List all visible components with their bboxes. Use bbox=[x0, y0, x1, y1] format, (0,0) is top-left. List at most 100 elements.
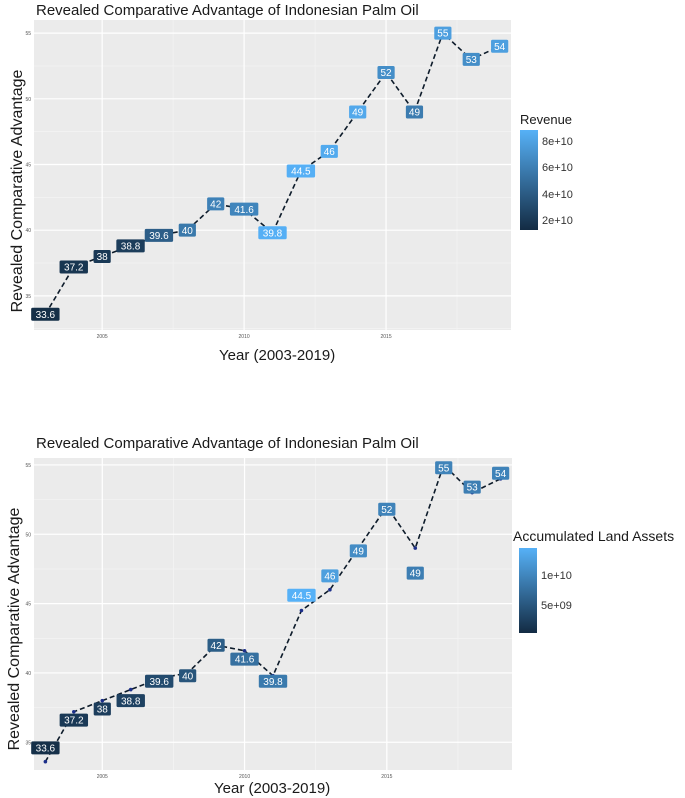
chart2-data-label: 46 bbox=[321, 569, 339, 583]
chart1-y-tick-label: 40 bbox=[25, 228, 31, 234]
chart1-data-label-text: 46 bbox=[324, 147, 336, 158]
chart1-data-label: 39.6 bbox=[144, 228, 174, 242]
chart1-data-label-text: 38 bbox=[97, 252, 109, 263]
chart1-data-label: 33.6 bbox=[31, 307, 60, 321]
chart2-data-label-text: 38.8 bbox=[121, 696, 141, 707]
chart2-data-label-text: 38 bbox=[97, 705, 109, 716]
chart1-data-label-text: 55 bbox=[437, 29, 449, 40]
chart2-data-point bbox=[128, 687, 133, 692]
chart1-data-label: 46 bbox=[320, 144, 338, 158]
chart2-y-tick-label: 50 bbox=[25, 532, 31, 538]
chart2-plot-panel bbox=[34, 458, 512, 770]
chart2-data-label-text: 41.6 bbox=[235, 655, 255, 666]
chart1-data-label-box bbox=[405, 105, 424, 119]
chart1-data-label-box bbox=[462, 52, 480, 66]
chart2-data-label: 53 bbox=[463, 480, 481, 494]
chart1-data-label-box bbox=[59, 260, 88, 274]
chart2-data-label: 54 bbox=[492, 466, 510, 480]
chart1-plot-panel bbox=[34, 20, 511, 330]
chart1-data-label: 49 bbox=[349, 105, 367, 119]
chart1-data-label-box bbox=[116, 239, 145, 253]
chart2-data-label: 38.8 bbox=[116, 694, 145, 708]
chart2-data-label: 42 bbox=[207, 638, 225, 652]
chart1-data-label: 42 bbox=[207, 197, 225, 211]
chart1-y-tick-label: 35 bbox=[25, 294, 31, 300]
chart1-data-label: 37.2 bbox=[59, 260, 88, 274]
chart1-data-label-box bbox=[93, 249, 111, 263]
chart2-data-label-box bbox=[378, 502, 396, 516]
chart2-data-label: 41.6 bbox=[230, 652, 259, 666]
chart1-data-label-text: 39.6 bbox=[149, 231, 169, 242]
chart1-data-label-text: 49 bbox=[352, 108, 364, 119]
chart2-data-label-box bbox=[116, 694, 145, 708]
chart2-data-label-box bbox=[406, 566, 424, 580]
chart2-title: Revealed Comparative Advantage of Indone… bbox=[36, 435, 419, 452]
chart1-x-axis-label: Year (2003-2019) bbox=[219, 347, 336, 364]
chart1-data-label: 44.5 bbox=[286, 164, 316, 178]
chart2-data-label-text: 42 bbox=[211, 641, 223, 652]
chart2-y-tick-label: 40 bbox=[25, 671, 31, 677]
chart2-data-label: 38 bbox=[93, 702, 111, 716]
chart1-data-label-box bbox=[320, 144, 338, 158]
chart2-data-label: 40 bbox=[179, 669, 197, 682]
chart1-x-tick-label: 2010 bbox=[239, 334, 250, 340]
chart2-series-line bbox=[44, 463, 501, 763]
chart2-data-label-box bbox=[492, 466, 510, 480]
chart1-data-label: 54 bbox=[491, 39, 509, 53]
chart2-data-label-box bbox=[93, 702, 111, 716]
chart1-x-tick-label: 2005 bbox=[97, 334, 108, 340]
chart2-x-tick-label: 2010 bbox=[239, 774, 250, 780]
chart1-legend-tick-label: 8e+10 bbox=[542, 136, 573, 149]
chart2-data-label-box bbox=[463, 480, 481, 494]
chart1-legend-tick-label: 6e+10 bbox=[542, 162, 573, 175]
chart1-data-label-box bbox=[258, 226, 287, 240]
chart1-data-label-text: 38.8 bbox=[121, 242, 141, 253]
chart2-legend-colorbar bbox=[519, 548, 537, 633]
chart2-data-point bbox=[43, 759, 48, 764]
chart2-y-tick-label: 45 bbox=[25, 602, 31, 608]
chart2-data-label-text: 46 bbox=[324, 571, 336, 582]
chart1-data-label: 55 bbox=[434, 26, 452, 40]
chart2-data-label: 49 bbox=[349, 544, 367, 558]
chart2-data-point bbox=[328, 587, 332, 592]
chart2-data-label-box bbox=[435, 461, 453, 475]
chart2-data-label: 39.8 bbox=[258, 674, 288, 688]
chart2-y-axis-label: Revealed Comparative Advantage bbox=[6, 507, 23, 751]
chart1-legend-colorbar bbox=[520, 130, 538, 230]
chart2-data-label-text: 37.2 bbox=[64, 716, 84, 727]
chart2-data-point bbox=[242, 648, 247, 653]
chart1-data-label-text: 41.6 bbox=[234, 205, 254, 216]
chart1-data-label-text: 33.6 bbox=[36, 310, 56, 321]
chart2-data-label-box bbox=[59, 713, 89, 727]
chart1-data-label-text: 53 bbox=[466, 55, 478, 66]
chart1-data-label-box bbox=[286, 164, 316, 178]
chart2-data-label-text: 49 bbox=[410, 569, 422, 580]
chart2-legend-tick-label: 1e+10 bbox=[541, 570, 572, 583]
chart1-data-label: 38.8 bbox=[116, 239, 145, 253]
chart1-data-label-text: 52 bbox=[381, 68, 393, 79]
chart1-data-label-text: 42 bbox=[210, 199, 222, 210]
chart2-data-label-box bbox=[321, 569, 339, 583]
chart2-data-label-text: 39.6 bbox=[149, 677, 169, 688]
chart1-data-label-box bbox=[178, 223, 196, 237]
chart2-data-label-box bbox=[144, 674, 174, 688]
chart2-data-label-box bbox=[349, 544, 367, 558]
chart2-data-point bbox=[299, 608, 304, 613]
chart2-x-axis-label: Year (2003-2019) bbox=[214, 780, 331, 797]
chart1-data-label-box bbox=[229, 202, 259, 216]
chart2-data-label-text: 33.6 bbox=[36, 743, 56, 754]
chart2-y-tick-label: 35 bbox=[25, 740, 31, 746]
chart2-data-label-text: 52 bbox=[381, 505, 393, 516]
chart2-data-label: 37.2 bbox=[59, 713, 89, 727]
chart1-data-label: 39.8 bbox=[258, 226, 287, 240]
chart1-data-label-box bbox=[207, 197, 225, 211]
chart1-data-label-text: 40 bbox=[182, 226, 194, 237]
chart1-data-label-box bbox=[434, 26, 452, 40]
chart2-data-label-text: 53 bbox=[467, 483, 479, 494]
chart2-data-label-text: 49 bbox=[353, 547, 365, 558]
chart1-data-label: 52 bbox=[377, 66, 395, 79]
chart2-data-label: 55 bbox=[435, 461, 453, 475]
chart1-data-label: 41.6 bbox=[229, 202, 259, 216]
chart1-data-label-text: 49 bbox=[409, 108, 421, 119]
